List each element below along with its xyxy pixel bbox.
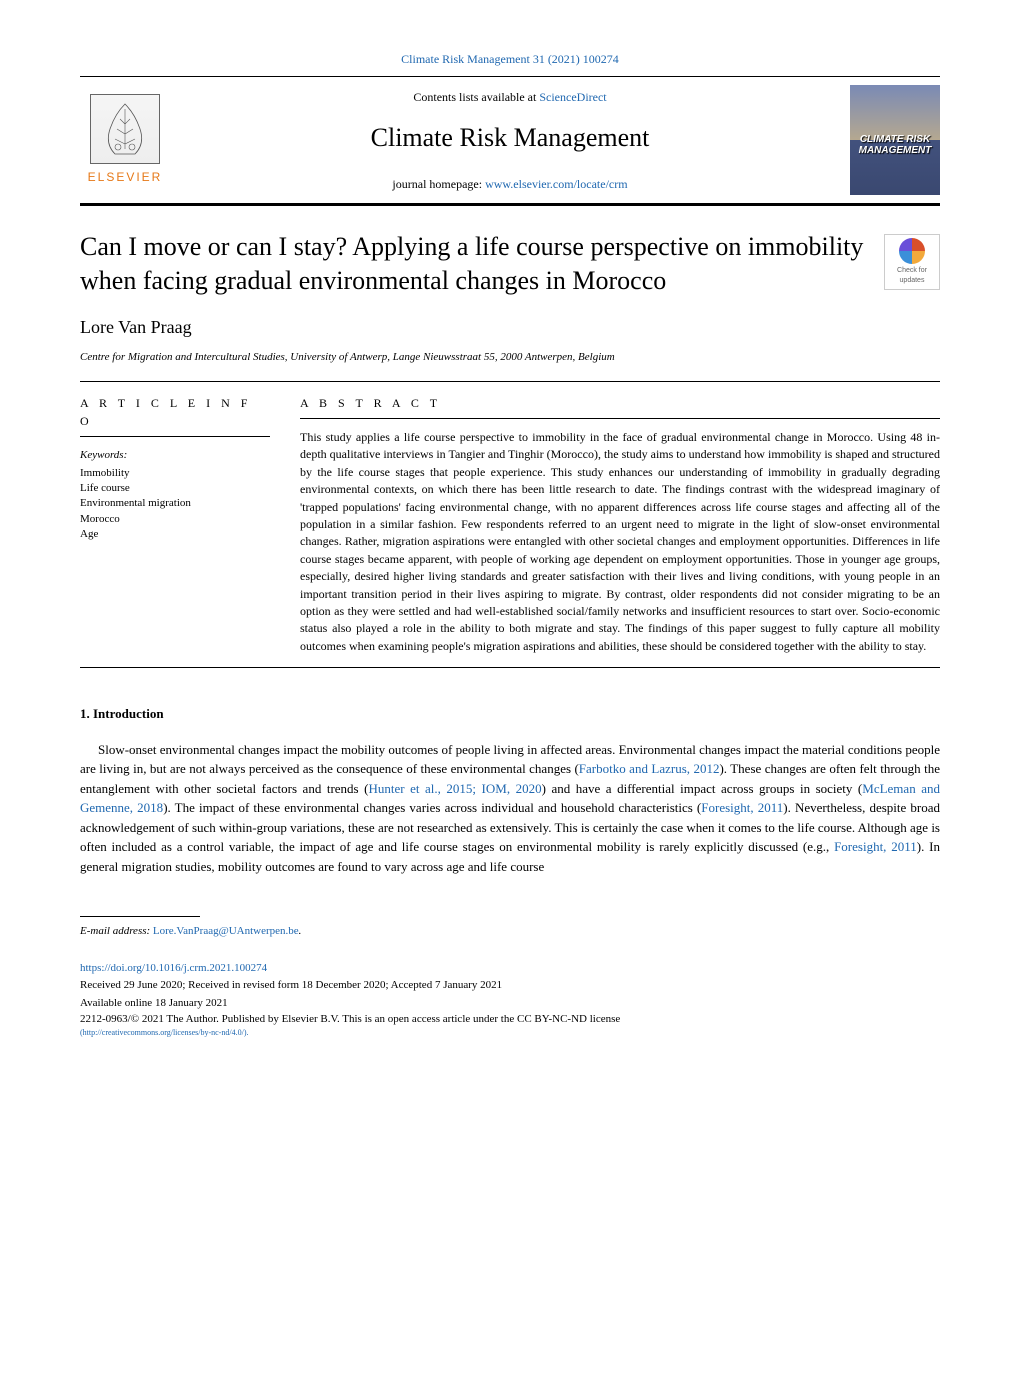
body-text-fragment: ) and have a differential impact across … xyxy=(542,781,863,796)
keyword-item: Immobility xyxy=(80,466,270,481)
author-name: Lore Van Praag xyxy=(80,314,940,341)
citation-link[interactable]: Foresight, 2011 xyxy=(834,839,917,854)
citation-link[interactable]: Farbotko and Lazrus, 2012 xyxy=(579,761,720,776)
divider xyxy=(80,381,940,382)
author-email-link[interactable]: Lore.VanPraag@UAntwerpen.be xyxy=(153,925,299,937)
article-title: Can I move or can I stay? Applying a lif… xyxy=(80,230,864,298)
article-info-heading: A R T I C L E I N F O xyxy=(80,394,270,430)
cover-title-line1: CLIMATE RISK xyxy=(859,134,932,145)
abstract-text: This study applies a life course perspec… xyxy=(300,429,940,655)
sciencedirect-link[interactable]: ScienceDirect xyxy=(539,90,606,104)
body-paragraph: Slow-onset environmental changes impact … xyxy=(80,740,940,877)
footnote-divider xyxy=(80,916,200,917)
homepage-prefix: journal homepage: xyxy=(392,177,485,191)
keyword-item: Life course xyxy=(80,481,270,496)
check-updates-badge[interactable]: Check for updates xyxy=(884,234,940,290)
section-heading-introduction: 1. Introduction xyxy=(80,704,940,724)
doi-link[interactable]: https://doi.org/10.1016/j.crm.2021.10027… xyxy=(80,962,267,974)
check-updates-text2: updates xyxy=(900,276,925,287)
journal-header: ELSEVIER Contents lists available at Sci… xyxy=(80,76,940,206)
doi-line: https://doi.org/10.1016/j.crm.2021.10027… xyxy=(80,960,940,977)
received-dates: Received 29 June 2020; Received in revis… xyxy=(80,978,940,993)
journal-cover-thumbnail: CLIMATE RISK MANAGEMENT xyxy=(850,85,940,195)
citation-link[interactable]: Hunter et al., 2015; IOM, 2020 xyxy=(368,781,541,796)
contents-prefix: Contents lists available at xyxy=(413,90,539,104)
body-text-fragment: ). The impact of these environmental cha… xyxy=(163,800,701,815)
elsevier-tree-icon xyxy=(90,94,160,164)
keyword-list: Immobility Life course Environmental mig… xyxy=(80,466,270,543)
header-center: Contents lists available at ScienceDirec… xyxy=(170,88,850,193)
crossmark-icon xyxy=(899,238,925,264)
homepage-link[interactable]: www.elsevier.com/locate/crm xyxy=(485,177,628,191)
contents-available-line: Contents lists available at ScienceDirec… xyxy=(170,88,850,106)
copyright-license: 2212-0963/© 2021 The Author. Published b… xyxy=(80,1011,940,1028)
author-affiliation: Centre for Migration and Intercultural S… xyxy=(80,349,940,366)
publisher-logo: ELSEVIER xyxy=(80,90,170,190)
keywords-label: Keywords: xyxy=(80,447,270,464)
citation-reference: Climate Risk Management 31 (2021) 100274 xyxy=(80,50,940,68)
divider xyxy=(80,667,940,668)
abstract-column: A B S T R A C T This study applies a lif… xyxy=(300,394,940,655)
keyword-item: Age xyxy=(80,527,270,542)
license-url-link[interactable]: (http://creativecommons.org/licenses/by-… xyxy=(80,1027,940,1039)
keyword-item: Morocco xyxy=(80,512,270,527)
journal-name: Climate Risk Management xyxy=(170,118,850,157)
email-line: E-mail address: Lore.VanPraag@UAntwerpen… xyxy=(80,923,940,940)
article-info-column: A R T I C L E I N F O Keywords: Immobili… xyxy=(80,394,300,655)
check-updates-text1: Check for xyxy=(897,266,927,277)
abstract-heading: A B S T R A C T xyxy=(300,394,940,412)
homepage-line: journal homepage: www.elsevier.com/locat… xyxy=(170,175,850,193)
cover-title-line2: MANAGEMENT xyxy=(859,145,932,156)
email-prefix: E-mail address: xyxy=(80,925,153,937)
keyword-item: Environmental migration xyxy=(80,496,270,511)
citation-link[interactable]: Foresight, 2011 xyxy=(701,800,783,815)
available-online: Available online 18 January 2021 xyxy=(80,996,940,1011)
publisher-name: ELSEVIER xyxy=(88,168,163,186)
